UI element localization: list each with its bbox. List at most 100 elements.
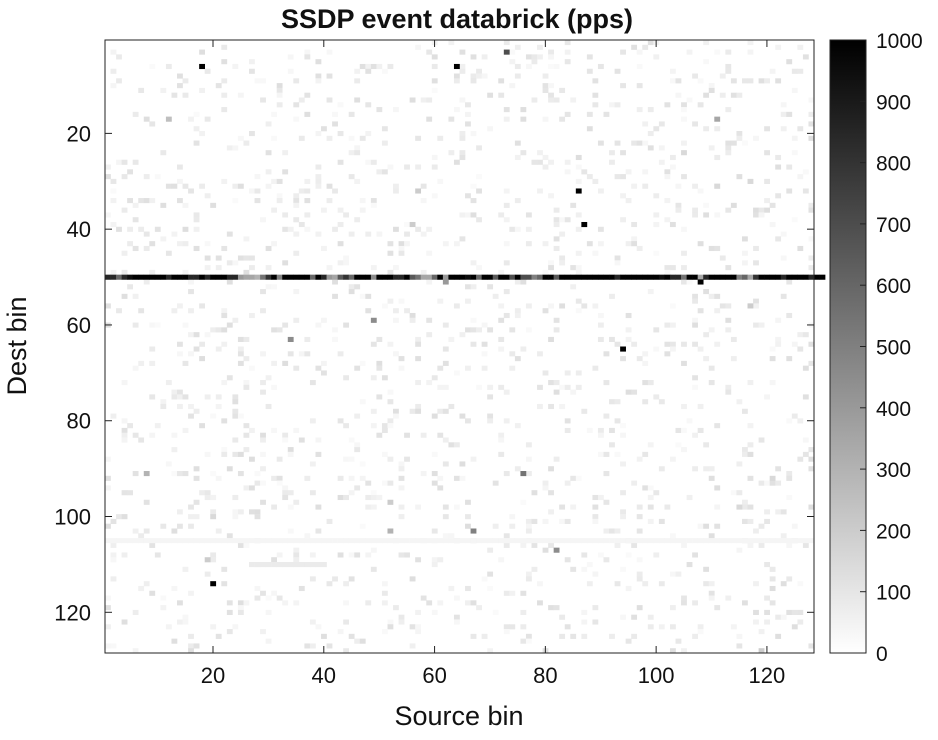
heatmap-noise-cell: [282, 437, 289, 443]
heatmap-noise-cell: [409, 408, 416, 414]
heatmap-faint-row-cell: [603, 538, 610, 544]
heatmap-band-cell: [188, 274, 194, 280]
heatmap-noise-cell: [387, 298, 394, 304]
heatmap-noise-cell: [642, 485, 649, 491]
heatmap-noise-cell: [182, 78, 189, 84]
heatmap-noise-cell: [498, 78, 505, 84]
heatmap-noise-cell: [232, 260, 239, 266]
heatmap-noise-cell: [143, 279, 150, 285]
heatmap-noise-cell: [160, 399, 167, 405]
heatmap-noise-cell: [525, 456, 532, 462]
heatmap-noise-cell: [620, 490, 626, 496]
heatmap-noise-cell: [658, 624, 665, 630]
heatmap-noise-cell: [127, 284, 133, 290]
heatmap-cell: [287, 336, 294, 343]
heatmap-band-cell: [110, 274, 117, 280]
heatmap-band-cell: [105, 274, 111, 280]
heatmap-noise-cell: [420, 198, 427, 204]
heatmap-noise-cell: [348, 150, 355, 156]
heatmap-noise-cell: [309, 643, 316, 649]
heatmap-noise-cell: [786, 471, 793, 477]
heatmap-noise-cell: [143, 245, 150, 252]
heatmap-noise-cell: [442, 408, 449, 414]
y-axis-label: Dest bin: [2, 296, 32, 395]
heatmap-noise-cell: [525, 633, 532, 639]
heatmap-noise-cell: [121, 432, 128, 438]
heatmap-faint-row-cell: [570, 538, 577, 544]
heatmap-noise-cell: [780, 102, 787, 108]
heatmap-noise-cell: [548, 380, 554, 386]
heatmap-noise-cell: [110, 83, 117, 89]
heatmap-noise-cell: [343, 322, 350, 328]
heatmap-noise-cell: [393, 226, 399, 232]
heatmap-noise-cell: [503, 241, 510, 247]
heatmap-noise-cell: [354, 552, 361, 558]
heatmap-noise-cell: [343, 581, 350, 587]
heatmap-noise-cell: [581, 552, 588, 558]
heatmap-noise-cell: [177, 389, 183, 395]
heatmap-noise-cell: [808, 207, 815, 213]
heatmap-noise-cell: [110, 552, 117, 558]
heatmap-faint-row-cell: [647, 538, 654, 544]
heatmap-band-cell: [625, 274, 632, 280]
colorbar-tick-label: 600: [876, 275, 911, 298]
heatmap-noise-cell: [437, 557, 444, 563]
heatmap-noise-cell: [786, 475, 793, 481]
heatmap-noise-cell: [193, 475, 200, 481]
heatmap-noise-cell: [708, 293, 715, 299]
heatmap-noise-cell: [669, 605, 676, 611]
heatmap-noise-cell: [393, 308, 399, 314]
heatmap-noise-cell: [376, 169, 383, 175]
heatmap-noise-cell: [681, 427, 687, 434]
heatmap-noise-cell: [675, 442, 682, 448]
heatmap-noise-cell: [758, 322, 765, 328]
heatmap-noise-cell: [465, 600, 471, 606]
heatmap-noise-cell: [753, 528, 759, 534]
heatmap-noise-cell: [387, 480, 394, 486]
heatmap-noise-cell: [182, 226, 189, 232]
heatmap-noise-cell: [575, 384, 582, 390]
heatmap-noise-cell: [121, 159, 128, 165]
heatmap-noise-cell: [575, 370, 582, 376]
heatmap-noise-cell: [681, 107, 687, 113]
heatmap-noise-cell: [110, 221, 117, 228]
heatmap-band-cell: [393, 274, 399, 280]
heatmap-faint-row-cell: [597, 538, 604, 544]
heatmap-noise-cell: [398, 356, 405, 362]
heatmap-cells: [105, 40, 826, 654]
heatmap-noise-cell: [597, 188, 604, 194]
heatmap-noise-cell: [287, 68, 294, 74]
heatmap-noise-cell: [769, 380, 776, 386]
heatmap-noise-cell: [559, 260, 566, 266]
heatmap-noise-cell: [448, 40, 455, 46]
heatmap-noise-cell: [780, 111, 787, 117]
heatmap-noise-cell: [498, 557, 505, 563]
heatmap-noise-cell: [708, 380, 715, 386]
heatmap-noise-cell: [653, 221, 660, 228]
heatmap-noise-cell: [459, 236, 466, 242]
heatmap-band-cell: [138, 274, 145, 280]
heatmap-noise-cell: [653, 193, 660, 199]
heatmap-cell: [714, 116, 721, 122]
heatmap-noise-cell: [232, 408, 239, 414]
heatmap-noise-cell: [188, 633, 194, 639]
heatmap-noise-cell: [553, 605, 560, 611]
heatmap-noise-cell: [398, 245, 405, 252]
heatmap-noise-cell: [365, 293, 372, 299]
heatmap-noise-cell: [459, 97, 466, 103]
heatmap-noise-cell: [692, 466, 698, 472]
heatmap-noise-cell: [791, 87, 798, 93]
heatmap-noise-cell: [193, 212, 200, 218]
heatmap-noise-cell: [237, 183, 244, 189]
heatmap-faint-row-cell: [686, 538, 693, 544]
heatmap-noise-cell: [193, 126, 200, 132]
heatmap-noise-cell: [725, 317, 732, 323]
heatmap-noise-cell: [199, 87, 206, 93]
heatmap-faint-row-cell: [542, 538, 549, 544]
x-tick-label: 40: [312, 663, 336, 688]
heatmap-noise-cell: [171, 432, 178, 438]
heatmap-band-cell: [542, 274, 549, 280]
heatmap-faint-row-cell: [614, 538, 621, 544]
heatmap-noise-cell: [332, 188, 338, 194]
